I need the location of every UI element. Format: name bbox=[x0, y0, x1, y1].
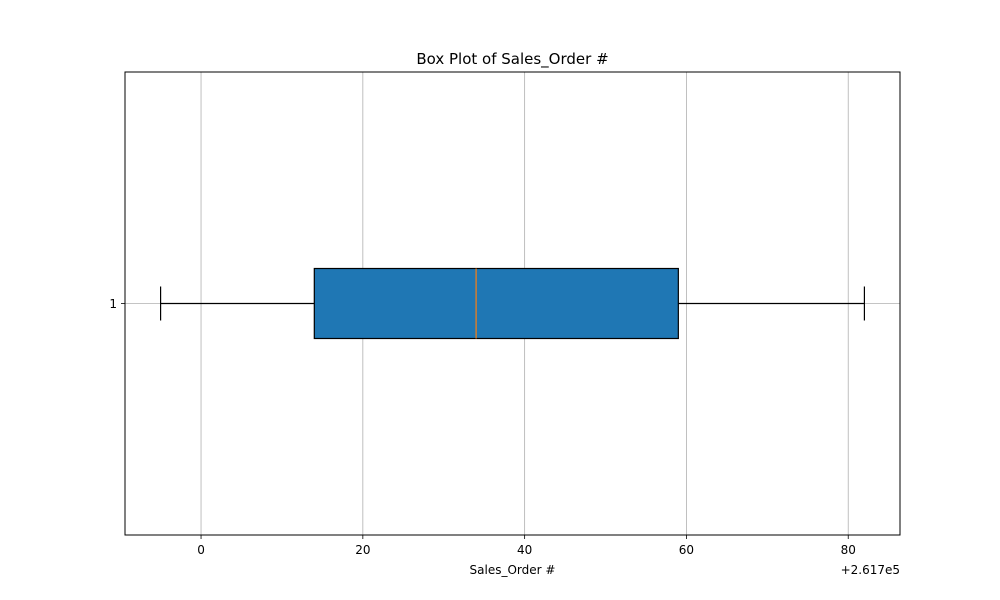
x-tick-label: 40 bbox=[517, 543, 532, 557]
interquartile-box bbox=[313, 267, 679, 340]
plot-area bbox=[159, 267, 866, 340]
x-tick-label: 80 bbox=[841, 543, 856, 557]
chart-title: Box Plot of Sales_Order # bbox=[416, 50, 608, 69]
x-axis-label: Sales_Order # bbox=[470, 563, 556, 577]
x-axis: 0 20 40 60 80 bbox=[197, 535, 856, 557]
y-tick-label: 1 bbox=[109, 297, 117, 311]
x-tick-label: 60 bbox=[679, 543, 694, 557]
x-tick-label: 20 bbox=[355, 543, 370, 557]
y-axis: 1 bbox=[109, 297, 125, 311]
x-tick-label: 0 bbox=[197, 543, 205, 557]
x-axis-offset-text: +2.617e5 bbox=[841, 563, 900, 577]
